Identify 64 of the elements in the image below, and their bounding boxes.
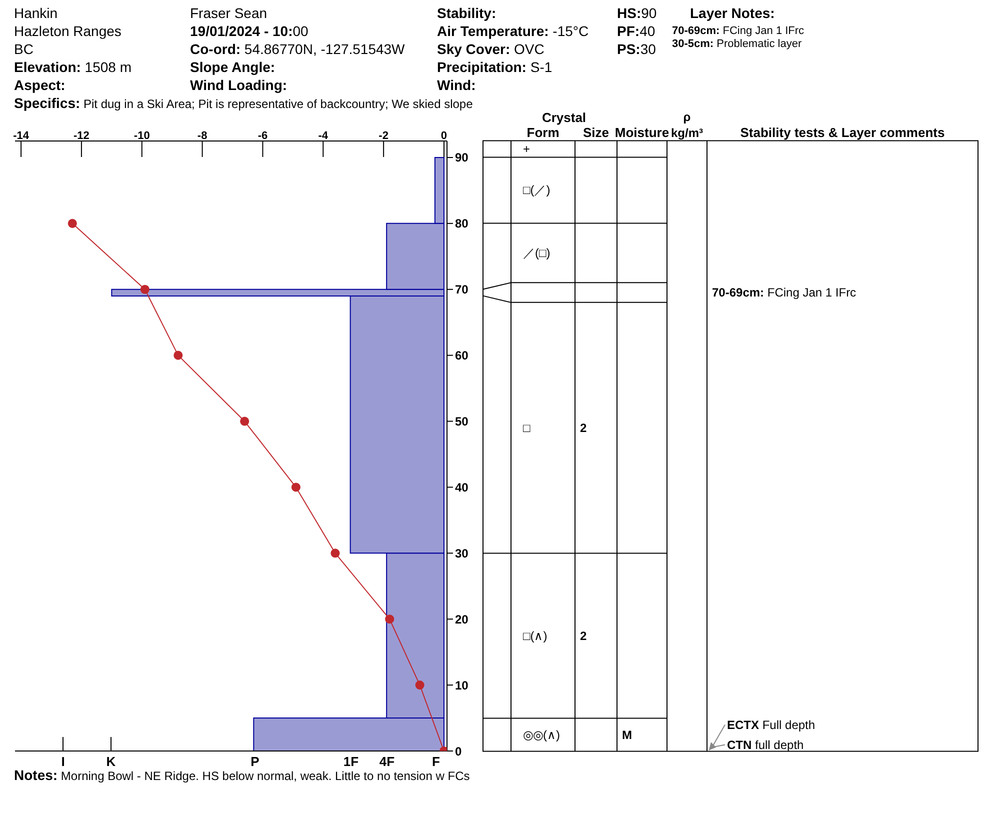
text: Wind:: [437, 77, 476, 93]
text: □(∧): [523, 628, 548, 643]
text: Aspect:: [14, 77, 66, 93]
text: Fraser Sean: [190, 5, 268, 21]
y-tick-label: 30: [455, 546, 469, 560]
text: 70-69cm: FCing Jan 1 IFrc: [672, 25, 804, 37]
category-label: ρ kg/m³: [670, 110, 704, 140]
category-label: Size: [582, 125, 610, 140]
text: 19/01/2024 - 10:00: [190, 23, 308, 39]
text: Co-ord: 54.86770N, -127.51543W: [190, 41, 405, 57]
text: Crystal: [542, 110, 586, 125]
text: BC: [14, 41, 34, 57]
category-label: Stability tests & Layer comments: [740, 125, 945, 140]
text: 2: [580, 628, 587, 643]
text: Specifics: Pit dug in a Ski Area; Pit is representative of backcountry; We skied slope: [14, 95, 473, 111]
text: +: [523, 142, 530, 156]
x-tick-label: -6: [258, 130, 268, 142]
text: P: [250, 754, 260, 769]
text: 1F: [343, 754, 359, 769]
x-tick-label: 0: [440, 130, 448, 142]
text: Hazleton Ranges: [14, 23, 122, 39]
text: □(／): [523, 183, 550, 198]
x-tick-label: -10: [134, 130, 150, 142]
text: Notes: Morning Bowl - NE Ridge. HS below normal, weak. Little to no tension w FCs: [14, 767, 470, 783]
y-tick-label: 50: [455, 414, 469, 429]
text: M: [622, 728, 632, 742]
text: Wind Loading:: [190, 77, 288, 93]
text: Hankin: [14, 5, 58, 21]
category-label: Moisture: [614, 125, 670, 140]
text: 70-69cm: FCing Jan 1 IFrc: [712, 286, 856, 300]
text: I: [61, 754, 65, 769]
x-tick-label: -8: [197, 130, 208, 142]
x-tick-label: -14: [13, 130, 30, 142]
y-tick-label: 70: [455, 282, 469, 297]
category-label: Form: [526, 125, 560, 140]
text: Sky Cover: OVC: [437, 41, 544, 57]
x-tick-label: -4: [318, 130, 329, 142]
text: Slope Angle:: [190, 59, 276, 75]
text: K: [106, 754, 116, 769]
y-tick-label: 20: [455, 612, 469, 626]
text: Stability:: [437, 5, 496, 21]
text: ◎◎(∧): [523, 728, 560, 742]
text: F: [432, 754, 440, 769]
y-tick-label: 0: [455, 744, 462, 758]
text: Elevation: 1508 m: [14, 59, 132, 75]
x-tick-label: -12: [74, 130, 90, 142]
y-tick-label: 90: [455, 150, 469, 165]
text: □: [523, 420, 530, 435]
text: Precipitation: S-1: [437, 59, 552, 75]
text: ／(□): [523, 246, 550, 260]
text: 30-5cm: Problematic layer: [672, 38, 802, 50]
y-tick-label: 60: [455, 348, 469, 363]
text: 4F: [379, 754, 395, 769]
text: 2: [580, 420, 587, 435]
text: ECTX Full depth CTN full depth: [727, 718, 816, 752]
y-tick-label: 80: [455, 216, 469, 231]
x-tick-label: -2: [378, 130, 388, 142]
y-tick-label: 40: [455, 480, 469, 494]
text: PS:30: [617, 41, 656, 57]
text: PF:40: [617, 23, 656, 39]
text: HS:90: [617, 5, 657, 21]
text: Layer Notes:: [690, 5, 775, 21]
text: Air Temperature: -15°C: [437, 23, 589, 39]
y-tick-label: 10: [455, 678, 469, 692]
